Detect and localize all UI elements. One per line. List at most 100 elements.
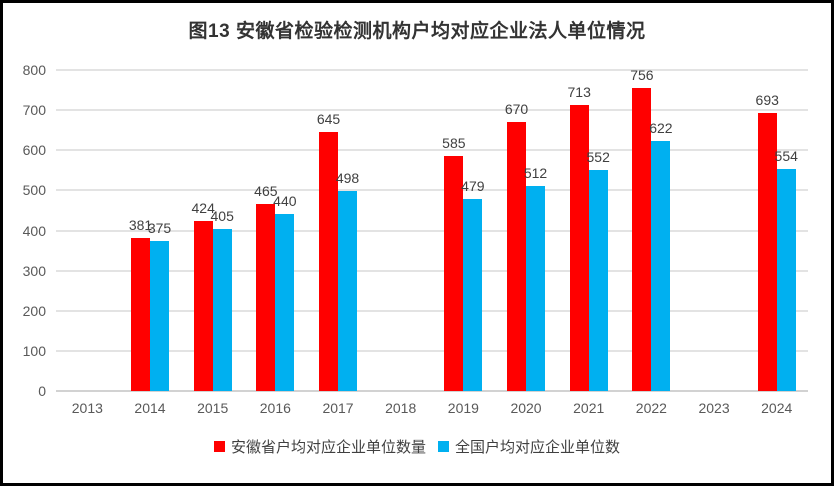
bar-value-label: 440: [273, 193, 297, 210]
legend-swatch: [438, 441, 449, 452]
category-slot: 713 552 2021: [557, 70, 620, 416]
y-tick-label: 400: [22, 222, 46, 239]
category-slot: 756 622 2022: [620, 67, 683, 416]
bar-group: [56, 70, 119, 391]
x-tick-label: 2024: [761, 400, 793, 416]
legend-label: 安徽省户均对应企业单位数量: [230, 439, 426, 456]
bar-group: 645 498: [307, 70, 370, 391]
x-tick-label: 2017: [322, 400, 354, 416]
legend-label: 全国户均对应企业单位数: [455, 439, 621, 456]
bar-value-label: 693: [755, 91, 779, 108]
bar-value-label: 554: [774, 147, 798, 164]
bar: 381: [129, 217, 152, 391]
category-slot: 465 440 2016: [244, 70, 307, 416]
gridline: [56, 69, 808, 71]
bar-group: [683, 70, 746, 391]
y-tick-label: 200: [22, 302, 46, 319]
legend: 安徽省户均对应企业单位数量 全国户均对应企业单位数: [3, 436, 831, 457]
bar-group: 756 622: [620, 67, 683, 391]
bar-value-label: 645: [316, 111, 341, 128]
bar: 585: [442, 135, 466, 391]
y-tick-label: 800: [22, 62, 46, 78]
category-slot: 670 512 2020: [495, 70, 558, 416]
bar-value-label: 512: [523, 164, 548, 181]
bar: 440: [273, 193, 297, 391]
gridline: [56, 229, 808, 232]
category-slot: 2013: [56, 70, 119, 416]
legend-item: 全国户均对应企业单位数: [438, 436, 620, 457]
y-tick-label: 500: [22, 182, 46, 199]
bar: 465: [254, 183, 278, 391]
bar: 512: [524, 165, 547, 391]
gridline: [56, 109, 808, 112]
y-tick-label: 300: [22, 262, 46, 279]
bar: 554: [775, 148, 798, 391]
bar: 424: [191, 200, 215, 391]
bar-group: 585 479: [432, 70, 495, 391]
category-slot: 645 498 2017: [307, 70, 370, 416]
category-slot: 424 405 2015: [181, 70, 244, 416]
bar: 375: [148, 220, 171, 391]
y-tick-label: 700: [22, 102, 46, 119]
bar: 645: [317, 111, 340, 391]
x-tick-label: 2021: [573, 400, 605, 416]
category-slots: 2013 381 375 2014 424 405 2015 465 440 2016 645 498…: [56, 67, 808, 416]
x-tick-label: 2015: [197, 400, 229, 416]
gridline: [56, 269, 808, 272]
legend-swatch: [213, 441, 225, 452]
bar-value-label: 465: [254, 183, 278, 200]
x-tick-label: 2013: [71, 400, 103, 416]
category-slot: 381 375 2014: [119, 70, 182, 416]
gridline: [56, 390, 808, 392]
bar-group: 465 440: [244, 70, 307, 391]
category-slot: 585 479 2019: [432, 70, 495, 416]
x-tick-label: 2014: [134, 400, 166, 416]
bar-value-label: 670: [504, 101, 529, 118]
plot-area: 2013 381 375 2014 424 405 2015 465 440 2016 645 498…: [23, 62, 808, 416]
bar-value-label: 424: [191, 199, 215, 216]
bar: 552: [587, 149, 610, 391]
y-tick-label: 600: [22, 142, 46, 159]
bar: 670: [505, 101, 528, 391]
y-tick-label: 100: [22, 342, 46, 359]
x-tick-label: 2023: [698, 400, 730, 416]
y-tick-label: 0: [38, 383, 46, 399]
bar-value-label: 622: [649, 120, 673, 137]
bar-value-label: 552: [586, 148, 610, 165]
bar-group: 424 405: [181, 70, 244, 391]
category-slot: 2018: [369, 70, 432, 416]
x-tick-label: 2022: [635, 400, 667, 416]
bar: 498: [336, 170, 359, 391]
x-tick-label: 2020: [510, 400, 542, 416]
gridline: [56, 189, 808, 192]
bar-group: [369, 70, 432, 391]
bar: 756: [630, 67, 654, 391]
bar-value-label: 498: [335, 170, 360, 187]
bar-value-label: 405: [210, 207, 234, 224]
bar: 713: [568, 84, 591, 391]
bar-group: 381 375: [119, 70, 182, 391]
gridline: [56, 149, 808, 152]
x-tick-label: 2019: [447, 400, 479, 416]
x-tick-label: 2018: [385, 400, 417, 416]
bar-value-label: 713: [567, 83, 591, 100]
bar-value-label: 585: [442, 135, 466, 152]
bar-value-label: 756: [630, 66, 654, 83]
bar-group: 670 512: [495, 70, 558, 391]
bar-value-label: 381: [128, 217, 153, 234]
legend-item: 安徽省户均对应企业单位数量: [213, 436, 426, 457]
category-slot: 2023: [683, 70, 746, 416]
bar-value-label: 375: [147, 219, 172, 236]
bar: 479: [461, 178, 485, 391]
bar: 405: [210, 208, 234, 391]
bar-value-label: 479: [461, 177, 485, 194]
gridline: [56, 309, 808, 312]
bar: 693: [756, 92, 779, 391]
x-tick-label: 2016: [259, 400, 291, 416]
category-slot: 693 554 2024: [745, 70, 808, 416]
chart-title: 图13 安徽省检验检测机构户均对应企业法人单位情况: [188, 21, 646, 42]
bar-group: 693 554: [745, 70, 808, 391]
bar: 622: [649, 120, 673, 391]
gridline: [56, 349, 808, 352]
